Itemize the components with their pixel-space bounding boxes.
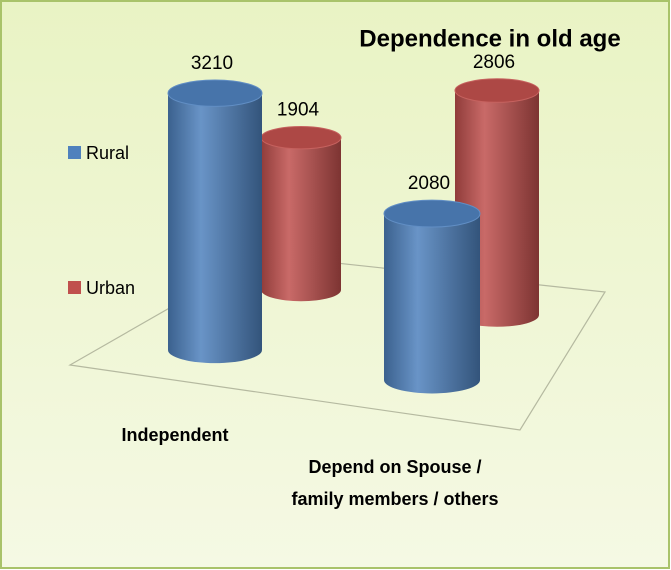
value-label: 3210 xyxy=(191,53,233,74)
category-label: Independent xyxy=(121,425,229,445)
cylinder-top xyxy=(383,199,481,228)
value-label: 2806 xyxy=(473,52,515,73)
legend-label: Urban xyxy=(86,278,135,298)
category-label: Depend on Spouse / family members / othe… xyxy=(291,457,499,509)
cylinder-top xyxy=(260,125,342,150)
cylinder-top xyxy=(167,79,263,107)
cylinder xyxy=(384,213,480,394)
cylinder xyxy=(261,137,341,302)
legend-swatch xyxy=(68,281,81,294)
chart-title: Dependence in old age xyxy=(359,25,620,52)
cylinder-top xyxy=(454,78,540,103)
legend-swatch xyxy=(68,146,81,159)
value-label: 1904 xyxy=(277,99,320,120)
cylinder xyxy=(168,93,262,364)
value-label: 2080 xyxy=(408,173,450,194)
legend-label: Rural xyxy=(86,143,129,163)
